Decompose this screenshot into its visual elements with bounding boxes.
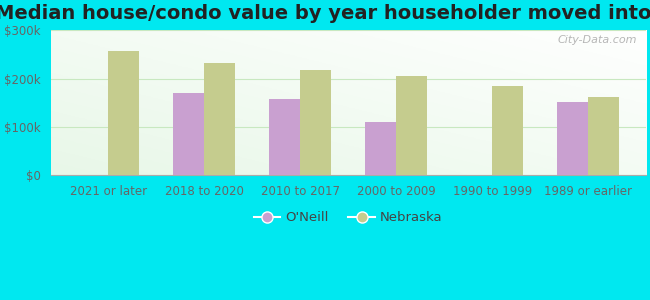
Bar [558, 102, 588, 176]
Bar [365, 122, 396, 176]
Bar [492, 86, 523, 176]
Legend: O'Neill, Nebraska: O'Neill, Nebraska [248, 206, 448, 230]
Bar [174, 93, 204, 176]
Bar [204, 63, 235, 176]
Bar [300, 70, 331, 176]
Bar [588, 97, 619, 176]
Text: City-Data.com: City-Data.com [558, 34, 637, 45]
Bar [270, 99, 300, 176]
Bar [396, 76, 427, 176]
Title: Median house/condo value by year householder moved into unit: Median house/condo value by year househo… [0, 4, 650, 23]
Bar [108, 51, 139, 176]
